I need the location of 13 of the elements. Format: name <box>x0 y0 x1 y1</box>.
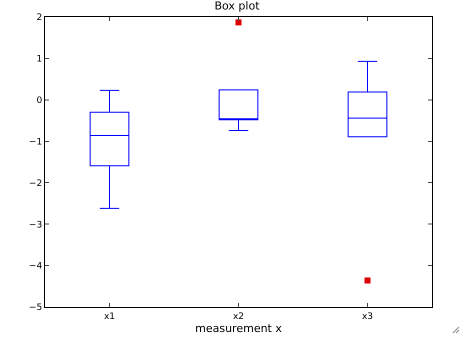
y-tick-label: −2 <box>28 178 42 189</box>
y-tick-label: 0 <box>36 96 42 106</box>
y-tick-label: −1 <box>28 137 42 148</box>
y-tick-label: −5 <box>28 303 42 314</box>
y-tick-label: −4 <box>28 262 42 272</box>
x-tick-label: x3 <box>362 312 374 322</box>
y-tick-label: 1 <box>36 54 42 65</box>
chart-title: Box plot <box>214 0 260 12</box>
y-tick-label: −3 <box>28 220 42 230</box>
x-tick-label: x2 <box>232 312 244 322</box>
x-axis-title: measurement x <box>195 322 282 335</box>
y-tick-label: 2 <box>36 13 42 24</box>
x-tick-label: x1 <box>104 312 116 322</box>
